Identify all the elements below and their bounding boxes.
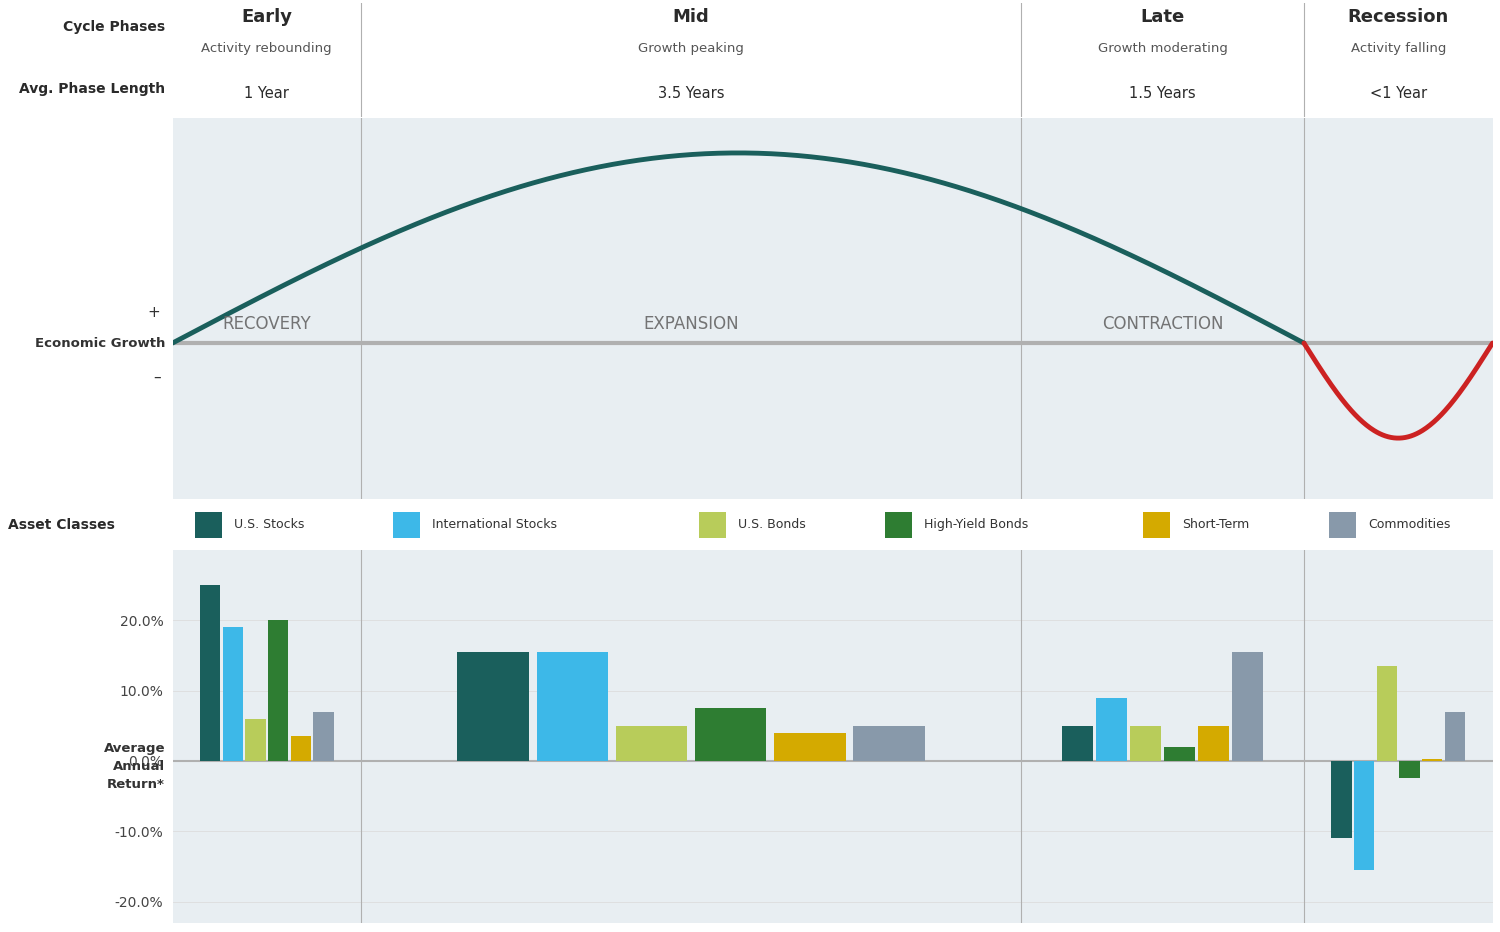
Text: Short-Term: Short-Term [1182,518,1250,531]
Text: 3.5 Years: 3.5 Years [658,86,724,101]
Text: EXPANSION: EXPANSION [644,315,740,333]
Bar [885,512,912,538]
Text: RECOVERY: RECOVERY [222,315,310,333]
Bar [694,708,766,761]
Bar [1422,760,1443,761]
Bar [314,712,333,761]
Bar [1062,726,1094,761]
Bar [1329,512,1356,538]
Bar [291,736,310,761]
Text: –: – [153,370,160,385]
Bar [222,627,243,761]
Text: Growth moderating: Growth moderating [1098,42,1227,55]
Text: Commodities: Commodities [1368,518,1450,531]
Bar [1096,697,1126,761]
Text: Avg. Phase Length: Avg. Phase Length [20,81,165,96]
Text: Recession: Recession [1347,8,1449,26]
Text: Economic Growth: Economic Growth [34,336,165,350]
Bar [200,585,220,761]
Text: +: + [148,305,160,320]
Bar [393,512,420,538]
Bar [853,726,924,761]
Bar [1400,761,1419,778]
Bar [537,651,608,761]
Text: Growth peaking: Growth peaking [638,42,744,55]
Text: U.S. Bonds: U.S. Bonds [738,518,806,531]
Text: Late: Late [1140,8,1185,26]
Text: <1 Year: <1 Year [1370,86,1426,101]
Bar [246,719,266,761]
Bar [1444,712,1466,761]
Bar [1131,726,1161,761]
Text: Early: Early [242,8,292,26]
Text: Average
Annual
Return*: Average Annual Return* [104,742,165,790]
Bar [195,512,222,538]
Text: CONTRACTION: CONTRACTION [1101,315,1224,333]
Bar [616,726,687,761]
Bar [1354,761,1374,870]
Bar [1377,666,1396,761]
Text: 1 Year: 1 Year [244,86,290,101]
Text: Cycle Phases: Cycle Phases [63,20,165,34]
Text: Mid: Mid [672,8,710,26]
Bar [699,512,726,538]
Text: 1.5 Years: 1.5 Years [1130,86,1196,101]
Text: U.S. Stocks: U.S. Stocks [234,518,304,531]
Text: International Stocks: International Stocks [432,518,556,531]
Text: Activity rebounding: Activity rebounding [201,42,332,55]
Text: Activity falling: Activity falling [1350,42,1446,55]
Bar [774,733,846,761]
Bar [1143,512,1170,538]
Text: Asset Classes: Asset Classes [8,517,114,532]
Text: High-Yield Bonds: High-Yield Bonds [924,518,1029,531]
Bar [1232,651,1263,761]
Bar [1332,761,1352,838]
Bar [458,651,528,761]
Bar [1198,726,1228,761]
Bar [268,620,288,761]
Bar [1164,747,1194,761]
